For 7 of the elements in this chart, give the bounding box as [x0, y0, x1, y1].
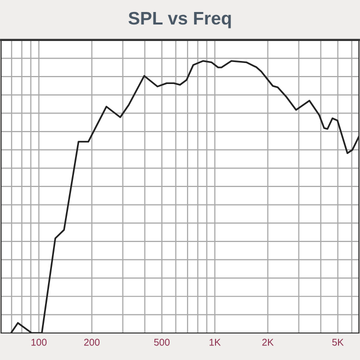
x-tick-label: 5K	[332, 338, 344, 346]
chart-title: SPL vs Freq	[128, 12, 231, 28]
x-tick-label: 200	[84, 338, 100, 346]
x-tick-label: 1K	[210, 338, 221, 346]
x-tick-label: 500	[154, 338, 170, 346]
x-tick-label: 100	[31, 338, 47, 346]
x-tick-label: 2K	[262, 338, 274, 346]
